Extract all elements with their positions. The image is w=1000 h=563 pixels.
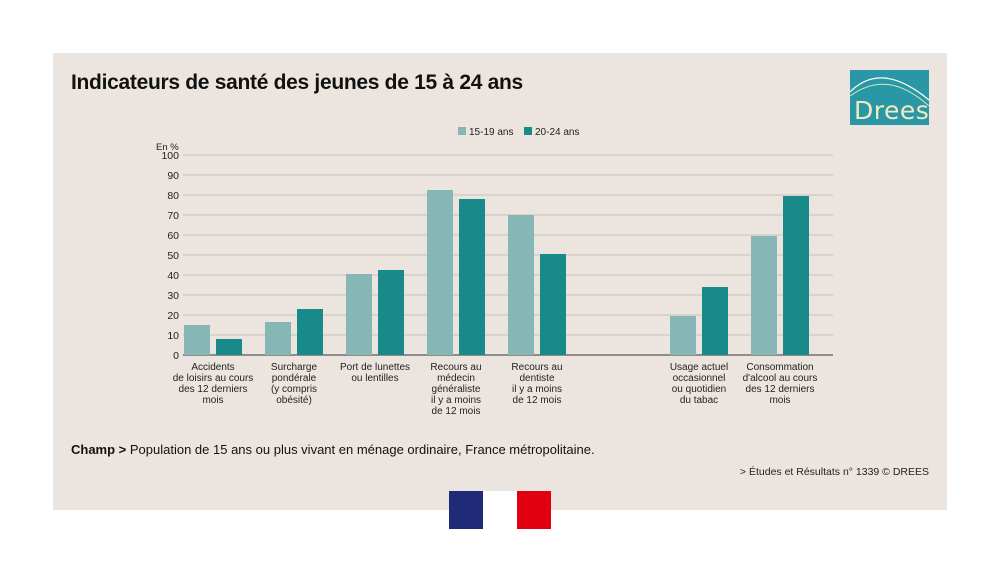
- bar: [216, 339, 242, 355]
- y-tick-label: 20: [167, 310, 179, 322]
- bar: [184, 325, 210, 355]
- bar: [346, 274, 372, 355]
- bar: [297, 309, 323, 355]
- x-category-label: généraliste: [432, 384, 481, 395]
- chart-panel: Indicateurs de santé des jeunes de 15 à …: [53, 53, 947, 510]
- x-category-label: des 12 derniers: [746, 384, 815, 395]
- x-category-label: obésité): [276, 395, 312, 406]
- x-category-label: de 12 mois: [513, 395, 562, 406]
- x-category-label: Recours au: [430, 362, 481, 373]
- bar: [427, 190, 453, 355]
- x-category-label: il y a moins: [512, 384, 562, 395]
- x-category-label: Accidents: [191, 362, 234, 373]
- legend-label: 15-19 ans: [469, 127, 513, 138]
- x-category-label: mois: [769, 395, 790, 406]
- y-axis-label: En %: [156, 142, 179, 153]
- legend-label: 20-24 ans: [535, 127, 579, 138]
- x-category-label: de 12 mois: [432, 406, 481, 417]
- y-tick-label: 40: [167, 270, 179, 282]
- logo-swoosh-icon: [850, 77, 929, 107]
- x-category-label: médecin: [437, 373, 475, 384]
- republique-francaise-flag-icon: [449, 491, 551, 529]
- x-category-label: mois: [202, 395, 223, 406]
- champ-note: Champ > Population de 15 ans ou plus viv…: [71, 442, 595, 457]
- legend-swatch: [458, 127, 466, 135]
- x-category-label: des 12 derniers: [179, 384, 248, 395]
- x-category-label: ou lentilles: [351, 373, 398, 384]
- bar: [540, 254, 566, 355]
- y-tick-label: 90: [167, 170, 179, 182]
- x-category-label: dentiste: [519, 373, 554, 384]
- x-category-label: pondérale: [272, 373, 317, 384]
- bar: [265, 322, 291, 355]
- x-category-label: (y compris: [271, 384, 317, 395]
- y-tick-label: 80: [167, 190, 179, 202]
- logo-text: Drees: [854, 96, 929, 125]
- x-category-label: du tabac: [680, 395, 718, 406]
- legend-swatch: [524, 127, 532, 135]
- x-category-label: de loisirs au cours: [173, 373, 254, 384]
- y-tick-label: 30: [167, 290, 179, 302]
- champ-text: Population de 15 ans ou plus vivant en m…: [126, 442, 595, 457]
- bar: [702, 287, 728, 355]
- bar: [459, 199, 485, 355]
- y-tick-label: 100: [161, 150, 179, 162]
- bar: [378, 270, 404, 355]
- bar: [670, 316, 696, 355]
- x-category-label: ou quotidien: [672, 384, 727, 395]
- x-category-label: il y a moins: [431, 395, 481, 406]
- x-category-label: Surcharge: [271, 362, 318, 373]
- y-tick-label: 10: [167, 330, 179, 342]
- chart-title: Indicateurs de santé des jeunes de 15 à …: [71, 71, 523, 94]
- x-category-label: Consommation: [746, 362, 813, 373]
- y-tick-label: 70: [167, 210, 179, 222]
- y-tick-label: 60: [167, 230, 179, 242]
- x-category-label: occasionnel: [673, 373, 726, 384]
- bar: [508, 215, 534, 355]
- x-category-label: d'alcool au cours: [743, 373, 818, 384]
- x-category-label: Port de lunettes: [340, 362, 410, 373]
- champ-label: Champ >: [71, 442, 127, 457]
- bar: [751, 236, 777, 355]
- source-note: > Études et Résultats n° 1339 © DREES: [739, 466, 929, 478]
- drees-logo: Drees: [850, 70, 929, 125]
- y-tick-label: 50: [167, 250, 179, 262]
- bar: [783, 196, 809, 355]
- y-tick-label: 0: [173, 350, 179, 362]
- x-category-label: Recours au: [511, 362, 562, 373]
- x-category-label: Usage actuel: [670, 362, 728, 373]
